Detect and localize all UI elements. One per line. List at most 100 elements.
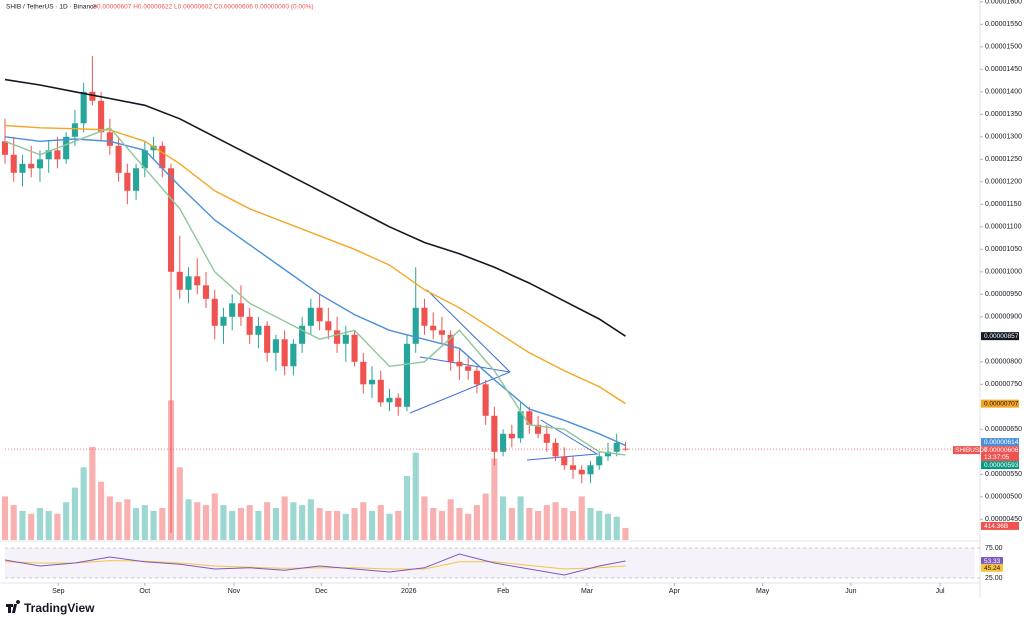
symbol-tag-bg [953, 446, 980, 455]
y-tick-label: 0.00001550 [985, 21, 1022, 28]
candle-body [290, 343, 297, 367]
candle-body [54, 150, 61, 160]
candle-body [368, 379, 376, 385]
ma-tag: 0.00000593 [984, 462, 1019, 469]
volume-bar [491, 458, 498, 540]
volume-bar [106, 496, 113, 540]
candle-body [473, 370, 480, 385]
volume-bar [264, 502, 271, 540]
volume-bar [482, 493, 489, 540]
volume-bar [10, 505, 17, 540]
candle-body [71, 123, 78, 137]
countdown-tag-bg [981, 453, 1019, 462]
candle-body [456, 361, 463, 367]
candle-body [98, 100, 105, 133]
volume-bar [141, 505, 148, 540]
x-tick-label: Apr [669, 588, 681, 595]
rsi-tick-label: 25.00 [985, 575, 1003, 582]
candle-body [45, 150, 52, 160]
candle-body [10, 154, 17, 173]
volume-bar [622, 527, 629, 540]
candle-body [28, 163, 35, 169]
volume-bar [500, 496, 507, 540]
x-tick-label: May [756, 588, 770, 595]
y-tick-label: 0.00001400 [985, 89, 1022, 96]
y-tick-label: 0.00001100 [985, 224, 1022, 231]
y-tick-label: 0.00000750 [985, 381, 1022, 388]
volume-bar [517, 496, 524, 540]
volume-bar [63, 502, 70, 540]
volume-bar [395, 510, 402, 540]
candle-body [272, 339, 279, 353]
x-tick-label: Dec [315, 588, 328, 595]
volume-bar [430, 508, 437, 540]
volume-tag-bg [981, 521, 1019, 530]
candle-body [246, 316, 253, 335]
candle-body [19, 163, 26, 173]
candle-body [211, 298, 218, 326]
candle-body [80, 91, 87, 124]
countdown-tag: 13:37:05 [984, 454, 1010, 461]
candle-body [150, 145, 157, 151]
volume-bar [255, 510, 262, 540]
volume-bar [578, 496, 585, 540]
moving-average [4, 136, 626, 447]
moving-average [4, 124, 626, 405]
candle-body [535, 424, 542, 434]
volume-bar [325, 510, 332, 540]
volume-bar [159, 508, 166, 540]
volume-bar [508, 508, 515, 540]
candle-body [115, 145, 122, 173]
y-tick-label: 0.00001500 [985, 44, 1022, 51]
volume-bar [272, 508, 279, 540]
candle-body [159, 145, 166, 169]
ma-tag-bg [981, 399, 1019, 408]
volume-bar [351, 508, 358, 540]
candle-body [438, 330, 445, 335]
y-tick-label: 0.00001000 [985, 269, 1022, 276]
volume-bar [386, 513, 393, 540]
volume-bar [473, 505, 480, 540]
candle-body [491, 415, 498, 452]
y-tick-label: 0.00000500 [985, 494, 1022, 501]
volume-bar [281, 496, 288, 540]
rsi-ma-tag: 45.24 [984, 565, 1001, 572]
candle-body [1, 141, 9, 155]
candle-body [403, 343, 411, 407]
candle-body [220, 316, 227, 326]
volume-bar [211, 493, 218, 540]
candle-body [508, 433, 515, 439]
candle-body [325, 321, 332, 331]
volume-bar [299, 505, 306, 540]
volume-bar [456, 508, 463, 540]
x-tick-label: Oct [139, 588, 150, 595]
volume-bar [552, 502, 559, 540]
candle-body [167, 168, 175, 272]
candle-body [360, 361, 367, 385]
volume-tag: 414.36B [984, 523, 1008, 530]
volume-bar [465, 513, 472, 540]
rsi-band [5, 548, 975, 578]
candle-body [202, 285, 210, 299]
candle-body [351, 334, 358, 362]
symbol-tag: SHIBUSDT [955, 447, 988, 454]
candle-body [124, 172, 131, 191]
candle-body [194, 276, 201, 286]
candle-body [596, 456, 603, 466]
volume-bar [569, 510, 577, 540]
candle-body [561, 456, 568, 466]
candle-body [106, 132, 113, 146]
moving-average [4, 78, 626, 337]
candle-body [386, 397, 393, 403]
x-tick-label: Sep [52, 588, 65, 595]
candle-body [447, 334, 454, 362]
candle-body [526, 411, 533, 425]
triangle-1-mid [419, 356, 511, 373]
ma-tag-bg [981, 461, 1019, 470]
rsi-ma-tag-bg [981, 563, 1003, 572]
volume-bar [604, 513, 612, 540]
y-tick-label: 0.00001150 [985, 201, 1022, 208]
volume-bar [377, 505, 384, 540]
y-tick-label: 0.00000800 [985, 359, 1022, 366]
brand-name: TradingView [24, 601, 95, 615]
